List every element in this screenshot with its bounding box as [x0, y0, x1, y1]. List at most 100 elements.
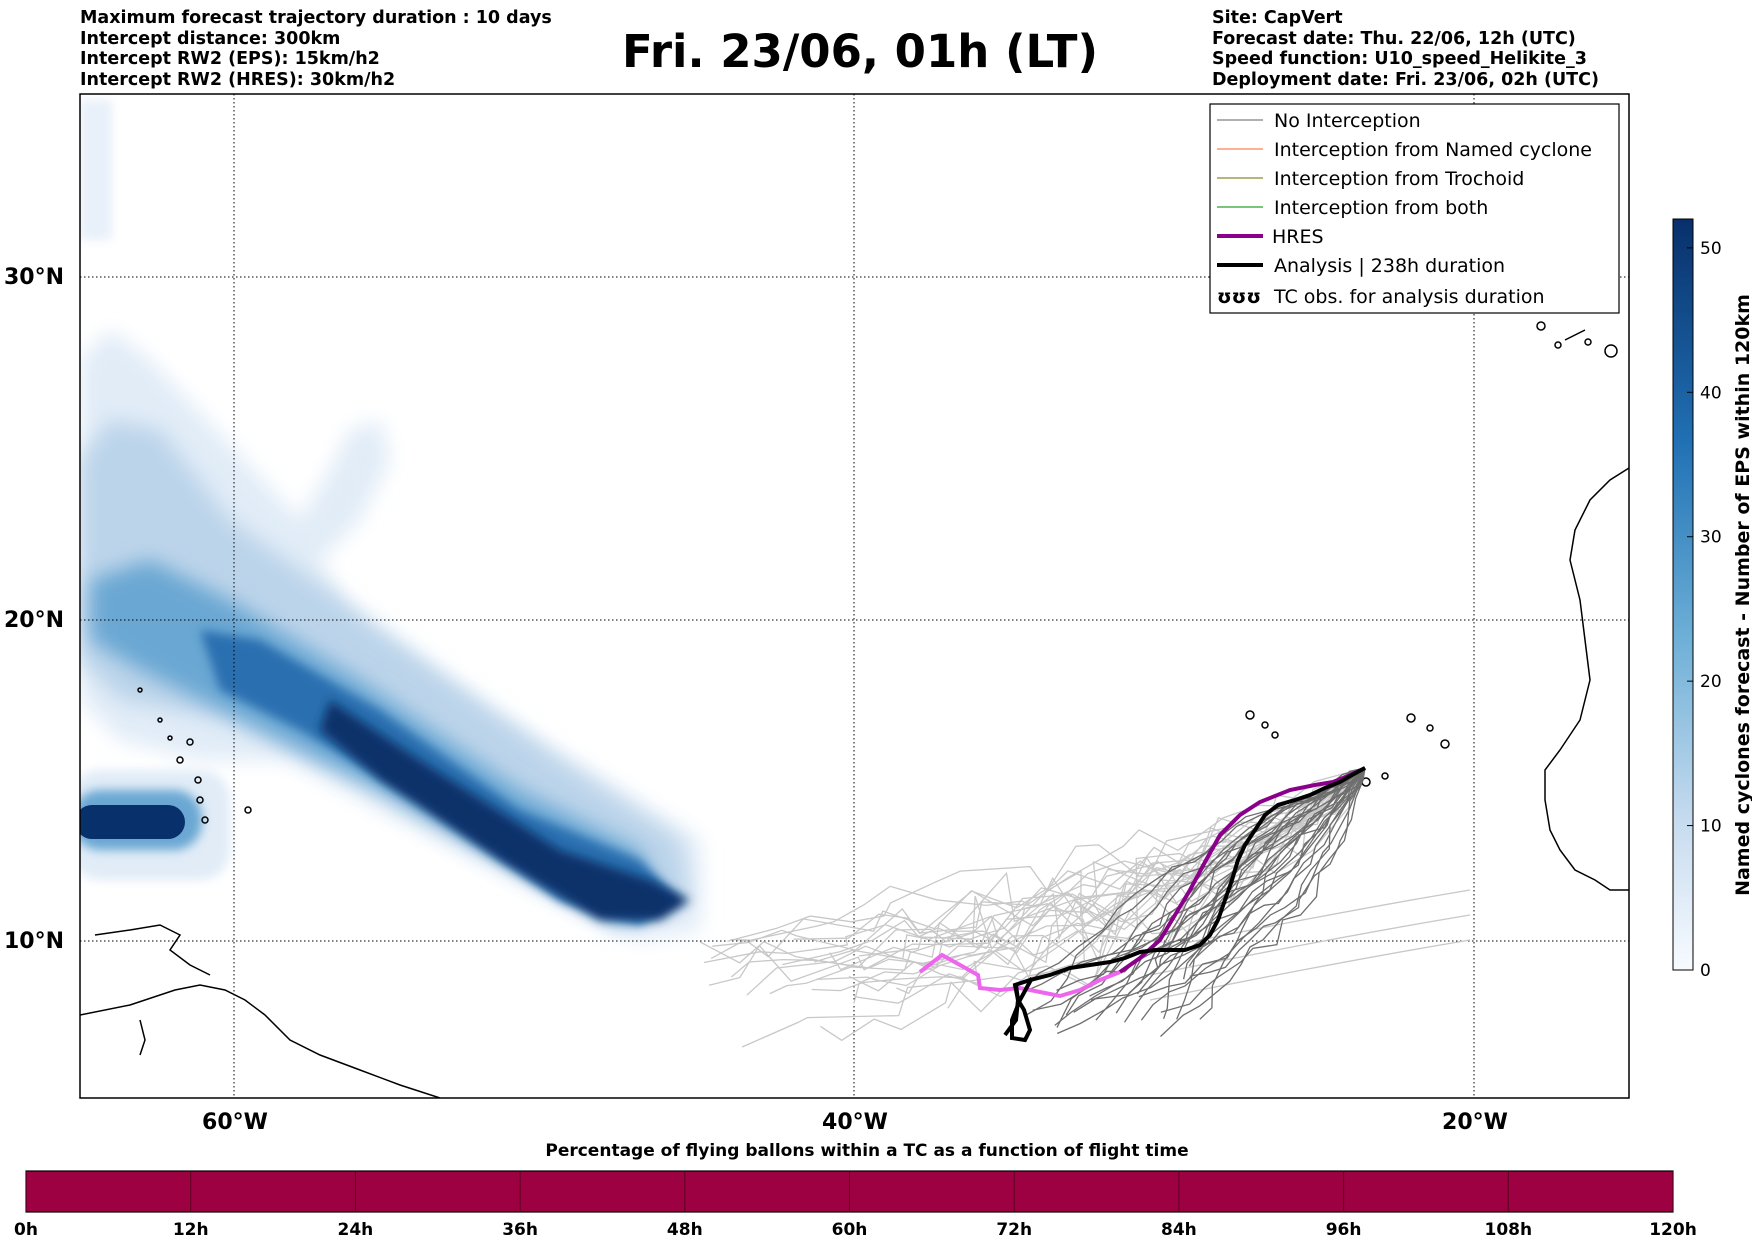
lon-label: 60°W: [202, 1110, 268, 1135]
header-left-line: Maximum forecast trajectory duration : 1…: [80, 8, 552, 28]
legend-item: Interception from Named cyclone: [1274, 139, 1592, 161]
antilles-island: [194, 776, 202, 784]
page-title: Fri. 23/06, 01h (LT): [621, 25, 1099, 78]
legend-item: TC obs. for analysis duration: [1273, 286, 1545, 308]
trajectory-line: [703, 767, 1366, 964]
antilles-island: [201, 816, 209, 824]
canary-island: [1554, 341, 1562, 349]
trajectory-line: [1182, 767, 1366, 980]
capeverde-island: [1426, 724, 1434, 732]
header-left-line: Intercept RW2 (EPS): 15km/h2: [80, 49, 380, 69]
trajectory-line: [1065, 767, 1366, 1016]
capeverde-island: [1406, 713, 1416, 723]
map-legend: No Interception Interception from Named …: [1209, 103, 1620, 314]
trajectory-line: [741, 767, 1366, 1048]
trajectory-line: [730, 767, 1366, 941]
header-right-line: Speed function: U10_speed_Helikite_3: [1212, 49, 1587, 69]
trajectory-line: [1138, 767, 1366, 998]
capeverde-island: [1261, 721, 1269, 729]
timebar-tick-label: 96h: [1326, 1220, 1362, 1240]
antilles-island: [167, 735, 173, 741]
antilles-island: [244, 806, 252, 814]
graticule: [80, 94, 1629, 1098]
timebar-tick-label: 48h: [667, 1220, 703, 1240]
timebar-tick-label: 120h: [1649, 1220, 1697, 1240]
analysis-track-loop: [1010, 977, 1034, 1043]
south-america-coast: [80, 984, 441, 1098]
coastlines: [80, 321, 1629, 1098]
header-right-info: Site: CapVert Forecast date: Thu. 22/06,…: [1212, 8, 1599, 90]
trajectory-line: [1136, 767, 1366, 995]
colorbar-tick-label: 0: [1700, 961, 1711, 981]
header-left-info: Maximum forecast trajectory duration : 1…: [80, 8, 552, 90]
trajectory-line: [1149, 939, 1471, 1001]
lon-label: 20°W: [1442, 1110, 1508, 1135]
trajectory-line: [1090, 767, 1366, 1001]
cyclone-density-field: [80, 100, 700, 940]
canary-island: [1604, 344, 1618, 358]
timebar-tick-label: 36h: [502, 1220, 538, 1240]
colorbar-tick-label: 30: [1700, 528, 1722, 548]
timebar-tick-label: 60h: [832, 1220, 868, 1240]
colorbar-tick-label: 20: [1700, 672, 1722, 692]
trajectory-line: [1140, 767, 1366, 1021]
header-left-line: Intercept distance: 300km: [80, 28, 341, 49]
capeverde-island: [1440, 739, 1450, 749]
trajectory-line: [919, 767, 1366, 968]
header-right-line: Deployment date: Fri. 23/06, 02h (UTC): [1212, 69, 1599, 90]
map-frame: [79, 93, 1630, 1099]
timebar-tick-label: 72h: [996, 1220, 1032, 1240]
canary-island: [1564, 329, 1586, 341]
legend-item: Interception from Trochoid: [1274, 168, 1524, 190]
lat-label: 20°N: [4, 608, 64, 633]
trajectory-line: [1149, 914, 1471, 976]
timebar-tick-label: 84h: [1161, 1220, 1197, 1240]
timebar-tick-label: 12h: [173, 1220, 209, 1240]
venezuela-coast: [94, 924, 211, 976]
trajectory-line: [1056, 767, 1366, 1035]
lat-label: 30°N: [4, 265, 64, 290]
colorbar-tick-label: 50: [1700, 239, 1722, 259]
legend-item: Interception from both: [1274, 197, 1488, 219]
colorbar-label: Named cyclones forecast - Number of EPS …: [1732, 294, 1752, 896]
legend-item: Analysis | 238h duration: [1274, 255, 1505, 277]
antilles-island: [186, 738, 194, 746]
colorbar: 0 10 20 30 40 50 Named cyclones forecast - Nu…: [1672, 218, 1752, 981]
island-coast: [139, 1019, 146, 1056]
antilles-island: [137, 687, 143, 693]
timebar-tick-label: 24h: [338, 1220, 374, 1240]
antilles-island: [157, 717, 163, 723]
colorbar-gradient: [1672, 218, 1694, 971]
trajectory-line: [1189, 767, 1366, 977]
legend-item: No Interception: [1274, 110, 1421, 132]
hres-track-early: [918, 952, 1121, 999]
canary-island: [1536, 321, 1546, 331]
trajectory-line: [1199, 767, 1366, 1020]
tc-obs-symbol-icon: ʊʊʊ: [1217, 286, 1261, 308]
capeverde-island: [1271, 731, 1279, 739]
hres-track: [1118, 766, 1366, 974]
map-area: [80, 94, 1629, 1098]
trajectory-line: [769, 767, 1366, 995]
trajectory-line: [1054, 767, 1366, 1026]
legend-item: HRES: [1272, 226, 1324, 248]
lon-label: 40°W: [822, 1110, 888, 1135]
colorbar-tick-label: 10: [1700, 817, 1722, 837]
header-left-line: Intercept RW2 (HRES): 30km/h2: [80, 69, 396, 90]
timebar-tick-label: 0h: [14, 1220, 38, 1240]
antilles-island: [176, 756, 184, 764]
header-right-line: Forecast date: Thu. 22/06, 12h (UTC): [1212, 28, 1576, 49]
timebar: Percentage of flying ballons within a TC…: [14, 1141, 1697, 1240]
trajectory-line: [1160, 767, 1366, 1013]
africa-coast: [1544, 467, 1629, 891]
timebar-title: Percentage of flying ballons within a TC…: [545, 1141, 1188, 1161]
colorbar-tick-label: 40: [1700, 383, 1722, 403]
trajectory-line: [1160, 767, 1366, 1037]
capeverde-island: [1381, 772, 1389, 780]
timebar-tick-label: 108h: [1485, 1220, 1533, 1240]
trajectory-line: [1162, 767, 1366, 1020]
analysis-track: [1003, 766, 1366, 1037]
trajectory-line: [1149, 889, 1471, 951]
antilles-island: [196, 796, 204, 804]
